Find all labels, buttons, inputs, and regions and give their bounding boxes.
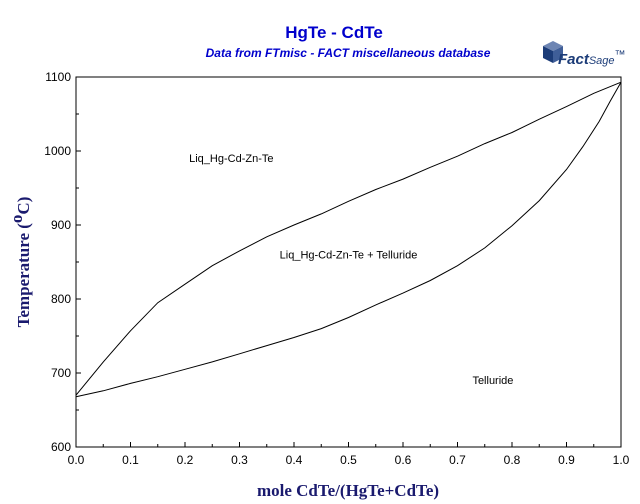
logo-main-text: Fact: [558, 51, 590, 68]
y-tick-label: 700: [51, 366, 71, 380]
y-tick-label: 900: [51, 218, 71, 232]
x-axis-label: mole CdTe/(HgTe+CdTe): [257, 481, 439, 500]
x-axis-ticks: 0.0 0.1 0.2 0.3 0.4 0.5 0.6 0.7 0.8 0.9 1.0: [68, 442, 630, 467]
logo-sub-text: Sage: [589, 55, 615, 67]
plot-frame: [75, 76, 622, 448]
two-phase-region-label: Liq_Hg-Cd-Zn-Te + Telluride: [280, 249, 418, 261]
chart-title: HgTe - CdTe: [285, 23, 383, 42]
liquid-region-label: Liq_Hg-Cd-Zn-Te: [189, 153, 273, 165]
x-tick-label: 0.1: [122, 453, 139, 467]
y-tick-label: 1000: [44, 144, 71, 158]
x-tick-label: 1.0: [613, 453, 630, 467]
cube-icon: [543, 41, 563, 63]
logo-text: FactSage™: [558, 49, 626, 68]
x-tick-label: 0.5: [340, 453, 357, 467]
y-tick-label: 800: [51, 292, 71, 306]
y-axis-label: Temperature (oC): [7, 197, 33, 328]
y-axis-label-degree: o: [7, 215, 26, 224]
y-axis-ticks: 600 700 800 900 1000 1100: [44, 70, 81, 454]
x-tick-label: 0.3: [231, 453, 248, 467]
logo-trademark: ™: [615, 49, 626, 61]
y-tick-label: 600: [51, 440, 71, 454]
x-tick-label: 0.7: [449, 453, 466, 467]
region-labels: Liq_Hg-Cd-Zn-Te Liq_Hg-Cd-Zn-Te + Telluri…: [189, 153, 513, 387]
solid-region-label: Telluride: [472, 375, 513, 387]
y-axis-label-main: Temperature (: [14, 223, 33, 328]
x-tick-label: 0.4: [286, 453, 303, 467]
x-tick-label: 0.9: [558, 453, 575, 467]
y-tick-label: 1100: [45, 70, 71, 84]
phase-boundaries: [75, 81, 622, 398]
solidus-curve: [75, 81, 622, 398]
x-tick-label: 0.6: [395, 453, 412, 467]
liquidus-curve: [75, 81, 622, 396]
x-tick-label: 0.0: [68, 453, 85, 467]
x-tick-label: 0.2: [177, 453, 194, 467]
x-tick-label: 0.8: [504, 453, 521, 467]
y-axis-label-unit: C): [14, 197, 33, 215]
chart-subtitle: Data from FTmisc - FACT miscellaneous da…: [206, 46, 491, 60]
factsage-logo: FactSage™: [543, 41, 626, 68]
